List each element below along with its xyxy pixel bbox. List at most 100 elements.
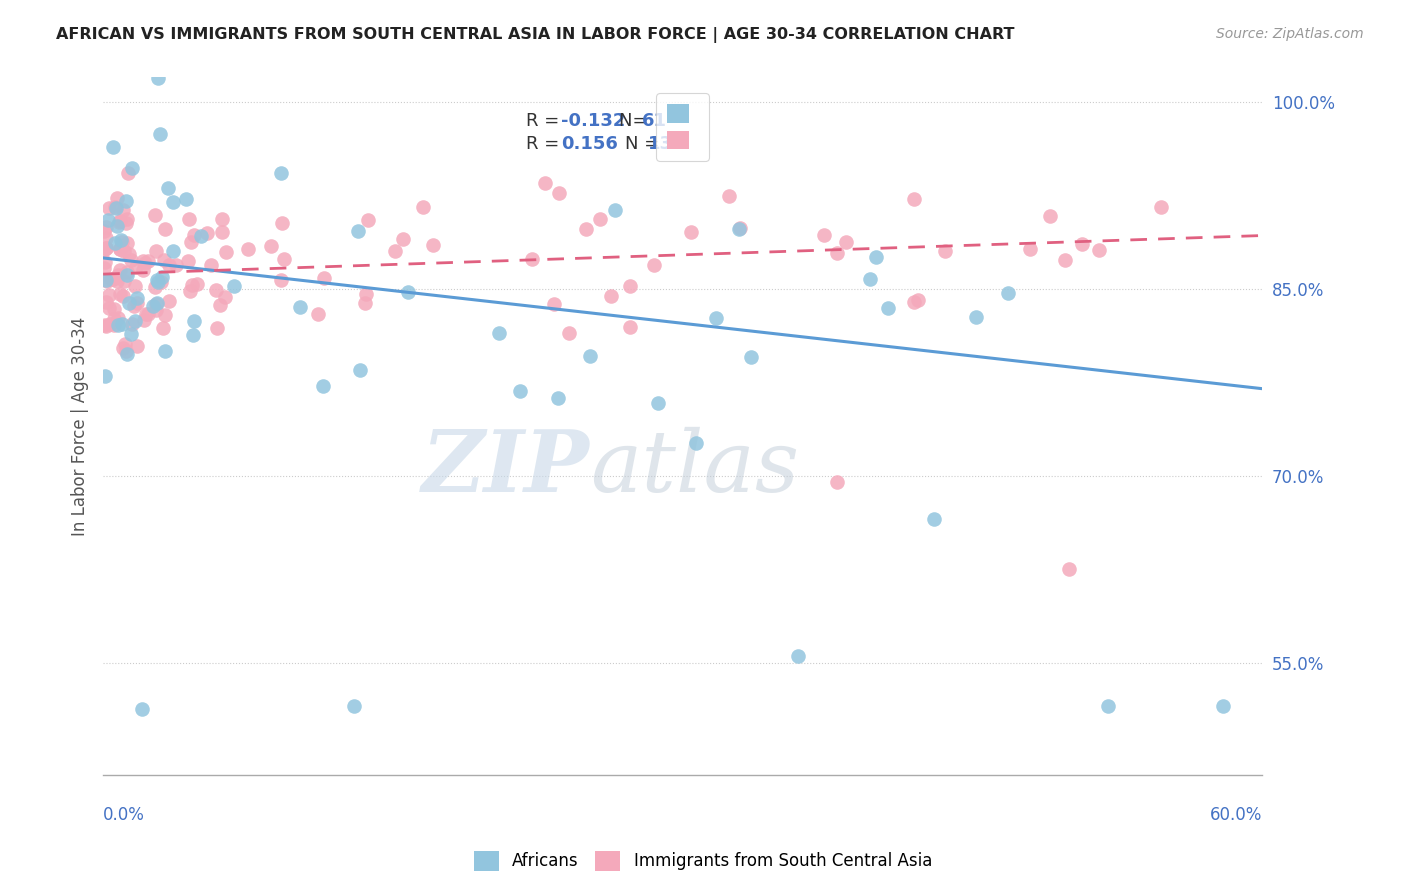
Point — [600, 289, 623, 303]
Point — [111, 317, 134, 331]
Point — [647, 396, 669, 410]
Point — [922, 512, 945, 526]
Point — [104, 235, 127, 250]
Point — [112, 202, 135, 217]
Point — [142, 299, 165, 313]
Point — [108, 286, 131, 301]
Point — [120, 252, 142, 267]
Point — [134, 255, 156, 269]
Point — [214, 289, 236, 303]
Point — [110, 233, 132, 247]
Point — [488, 326, 510, 340]
Point — [124, 299, 146, 313]
Point — [589, 212, 612, 227]
Point — [211, 212, 233, 227]
Point — [120, 326, 142, 341]
Point — [903, 192, 925, 206]
Point — [94, 241, 117, 255]
Point — [195, 227, 218, 241]
Point — [260, 239, 283, 253]
Point — [312, 271, 335, 285]
Text: R =: R = — [526, 135, 565, 153]
Point — [131, 701, 153, 715]
Point — [162, 244, 184, 258]
Point — [865, 250, 887, 264]
Point — [509, 384, 531, 399]
Point — [100, 271, 122, 285]
Point — [859, 272, 882, 286]
Point — [97, 212, 120, 227]
Point — [131, 263, 153, 277]
Point — [273, 252, 295, 266]
Point — [103, 302, 125, 317]
Point — [787, 649, 810, 664]
Point — [934, 244, 956, 259]
Point — [115, 347, 138, 361]
Point — [270, 272, 292, 286]
Point — [94, 273, 117, 287]
Point — [94, 318, 117, 333]
Point — [146, 295, 169, 310]
Point — [903, 295, 925, 310]
Text: 132: 132 — [648, 135, 685, 153]
Point — [149, 127, 172, 141]
Text: atlas: atlas — [591, 426, 799, 509]
Point — [150, 269, 173, 284]
Point — [271, 216, 294, 230]
Point — [547, 186, 569, 200]
Point — [153, 308, 176, 322]
Point — [174, 192, 197, 206]
Point — [1053, 253, 1076, 268]
Point — [124, 278, 146, 293]
Point — [728, 222, 751, 236]
Point — [125, 295, 148, 310]
Point — [112, 341, 135, 355]
Text: AFRICAN VS IMMIGRANTS FROM SOUTH CENTRAL ASIA IN LABOR FORCE | AGE 30-34 CORRELA: AFRICAN VS IMMIGRANTS FROM SOUTH CENTRAL… — [56, 27, 1015, 43]
Point — [825, 475, 848, 489]
Text: 0.156: 0.156 — [561, 135, 617, 153]
Point — [108, 243, 131, 257]
Point — [211, 226, 233, 240]
Point — [97, 301, 120, 315]
Point — [176, 254, 198, 268]
Point — [183, 328, 205, 343]
Point — [146, 275, 169, 289]
Point — [354, 286, 377, 301]
Point — [143, 208, 166, 222]
Point — [118, 295, 141, 310]
Point — [145, 302, 167, 317]
Point — [343, 699, 366, 714]
Point — [107, 219, 129, 234]
Point — [619, 320, 641, 334]
Point — [98, 288, 121, 302]
Point — [155, 343, 177, 358]
Point — [93, 225, 115, 239]
Point — [422, 237, 444, 252]
Point — [115, 194, 138, 209]
Point — [392, 232, 415, 246]
Point — [125, 260, 148, 274]
Point — [107, 268, 129, 282]
Point — [159, 258, 181, 272]
Point — [96, 231, 118, 245]
Point — [997, 285, 1019, 300]
Point — [103, 318, 125, 333]
Text: 0.0%: 0.0% — [103, 806, 145, 824]
Point — [148, 71, 170, 86]
Point — [111, 235, 134, 249]
Point — [108, 263, 131, 277]
Point — [103, 311, 125, 326]
Point — [183, 228, 205, 243]
Point — [105, 191, 128, 205]
Point — [183, 314, 205, 328]
Point — [534, 177, 557, 191]
Point — [177, 211, 200, 226]
Point — [108, 215, 131, 229]
Point — [215, 245, 238, 260]
Point — [136, 253, 159, 268]
Text: ZIP: ZIP — [422, 426, 591, 509]
Point — [186, 277, 208, 292]
Point — [1150, 200, 1173, 214]
Point — [575, 222, 598, 236]
Point — [603, 202, 626, 217]
